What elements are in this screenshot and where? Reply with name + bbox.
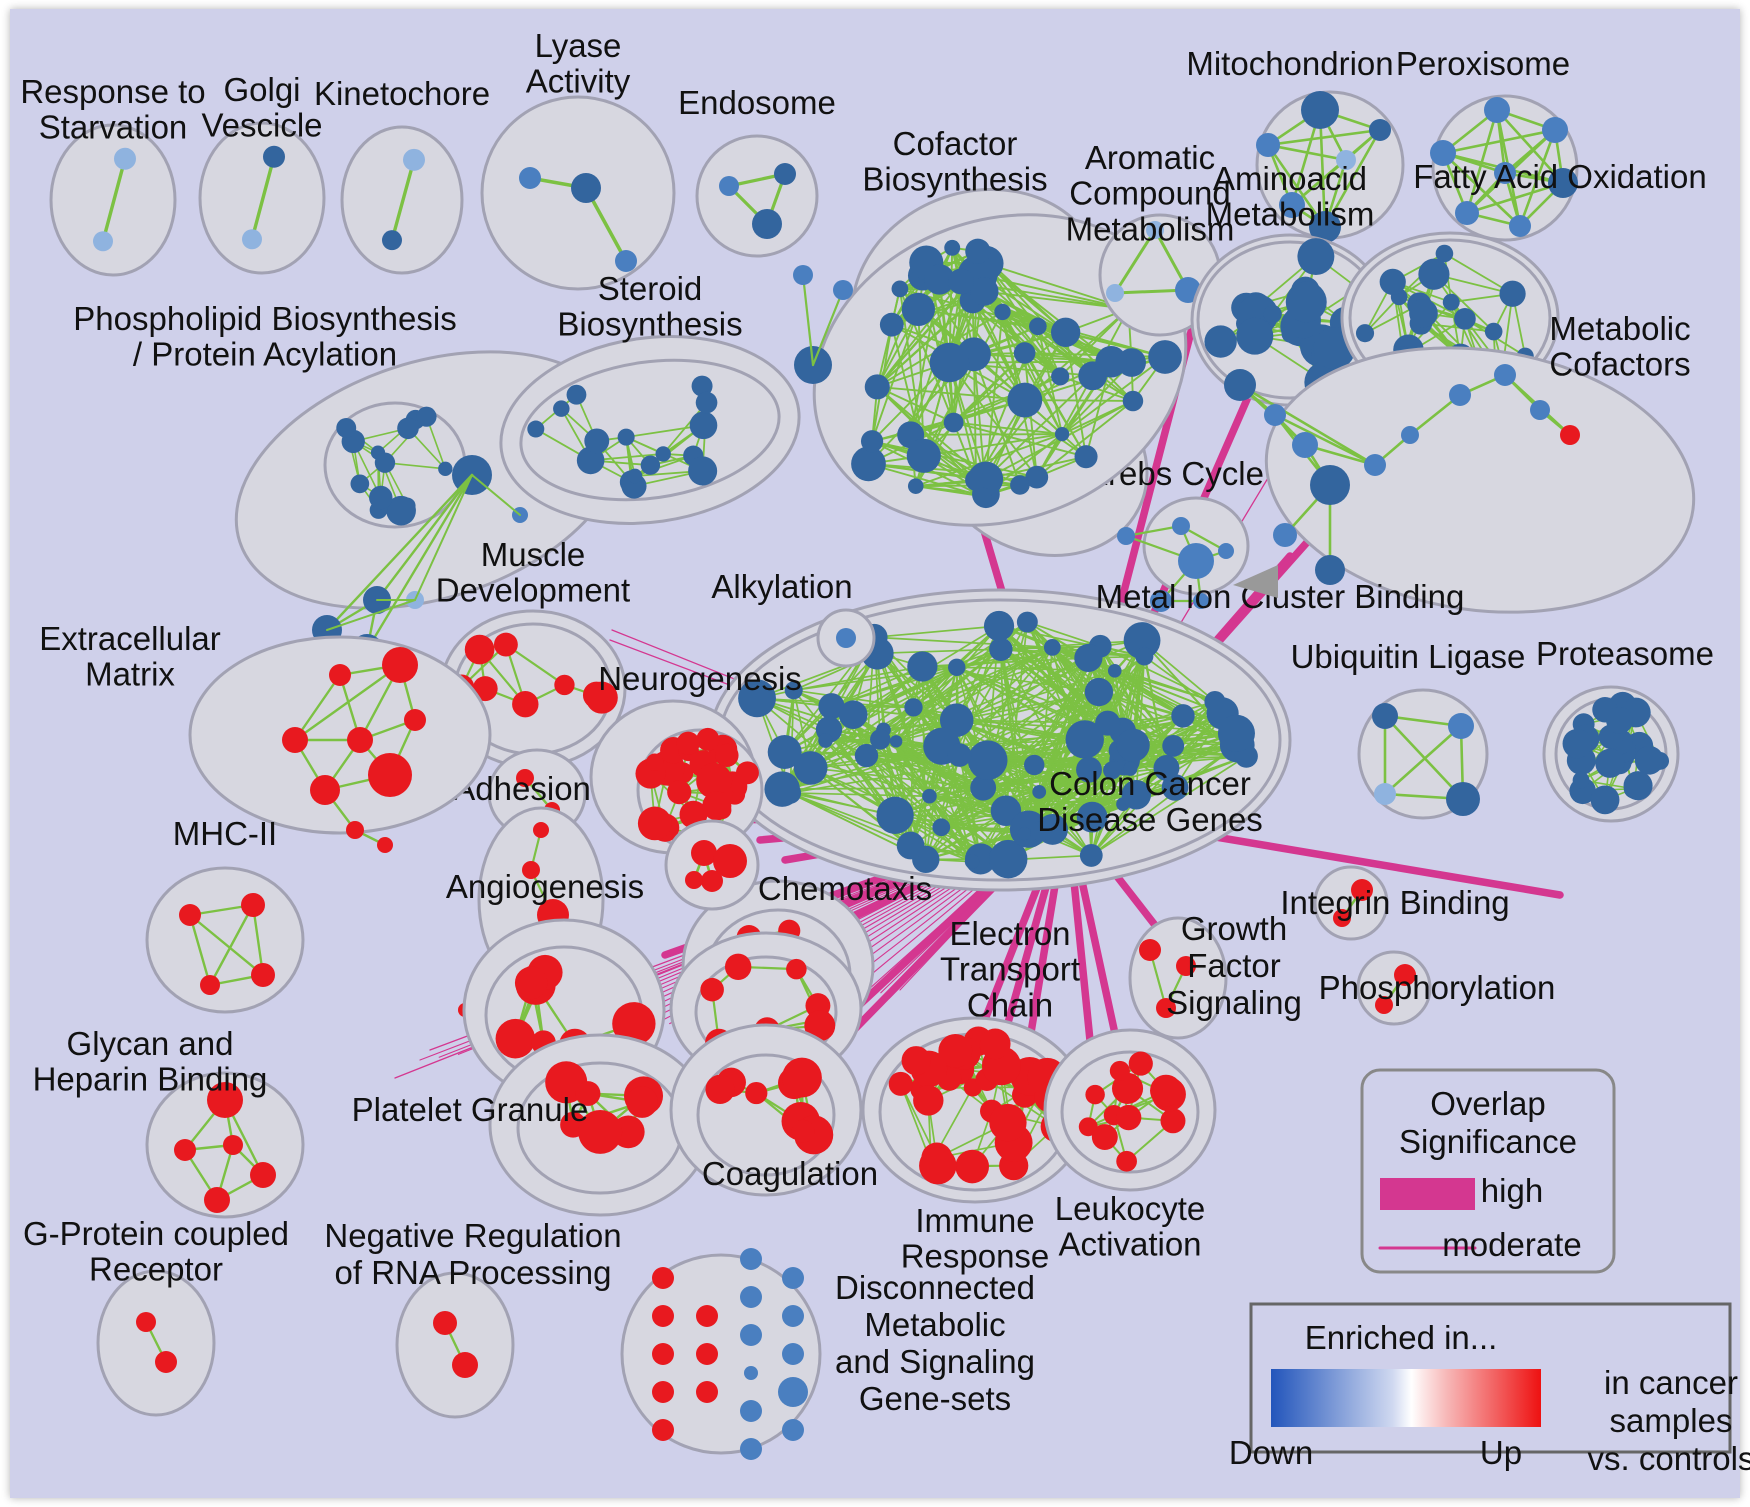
svg-text:high: high: [1481, 1172, 1543, 1209]
svg-text:moderate: moderate: [1442, 1226, 1581, 1263]
svg-text:Phosphorylation: Phosphorylation: [1319, 969, 1556, 1006]
svg-text:Integrin Binding: Integrin Binding: [1280, 884, 1509, 921]
svg-text:Down: Down: [1229, 1434, 1313, 1471]
svg-text:Up: Up: [1480, 1434, 1522, 1471]
svg-text:Alkylation: Alkylation: [711, 568, 852, 605]
svg-text:Coagulation: Coagulation: [702, 1155, 878, 1192]
svg-text:Enriched in...: Enriched in...: [1305, 1319, 1498, 1356]
svg-text:Ubiquitin Ligase: Ubiquitin Ligase: [1291, 638, 1526, 675]
svg-text:Platelet Granule: Platelet Granule: [352, 1091, 589, 1128]
svg-text:Endosome: Endosome: [678, 84, 836, 121]
svg-text:Neurogenesis: Neurogenesis: [598, 660, 802, 697]
svg-text:Peroxisome: Peroxisome: [1396, 45, 1570, 82]
svg-text:MHC-II: MHC-II: [173, 815, 277, 852]
svg-text:Chemotaxis: Chemotaxis: [758, 870, 932, 907]
svg-text:Phospholipid Biosynthesis/ Pro: Phospholipid Biosynthesis / Protein Acyla…: [73, 300, 456, 373]
svg-text:Mitochondrion: Mitochondrion: [1186, 45, 1393, 82]
svg-text:Metal Ion Cluster Binding: Metal Ion Cluster Binding: [1096, 578, 1465, 615]
svg-text:Proteasome: Proteasome: [1536, 635, 1714, 672]
svg-text:Fatty Acid Oxidation: Fatty Acid Oxidation: [1413, 158, 1706, 195]
svg-text:Angiogenesis: Angiogenesis: [446, 868, 644, 905]
svg-text:Kinetochore: Kinetochore: [314, 75, 490, 112]
